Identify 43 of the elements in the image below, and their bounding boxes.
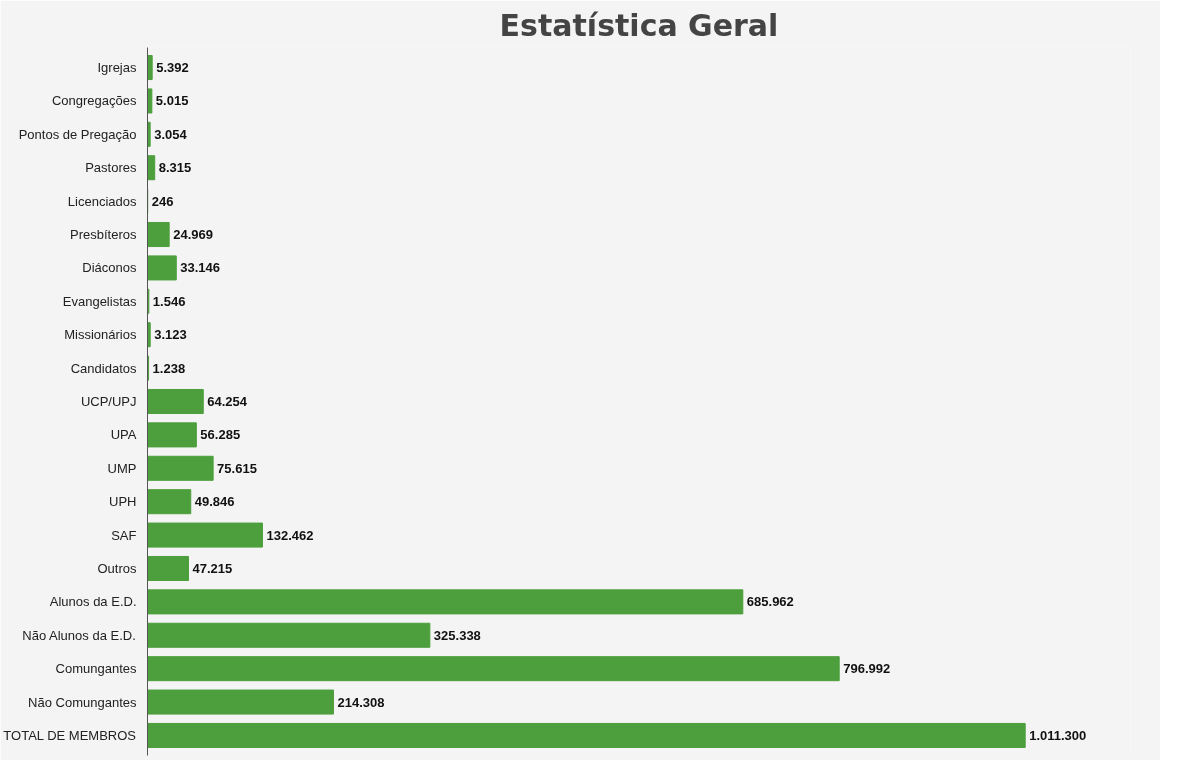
data-label: 1.238 (152, 360, 186, 376)
y-tick-label: Presbíteros (70, 227, 137, 243)
y-tick-label: TOTAL DE MEMBROS (3, 727, 137, 743)
y-tick-label: UMP (107, 460, 137, 476)
data-label: 24.969 (173, 227, 213, 243)
data-label: 3.123 (154, 327, 187, 343)
data-label: 214.308 (337, 694, 385, 710)
data-label: 49.846 (194, 494, 235, 510)
y-tick-label: Licenciados (67, 193, 137, 209)
data-label: 685.962 (746, 594, 794, 610)
y-tick-label: Diáconos (82, 260, 137, 276)
data-label: 64.254 (207, 394, 248, 409)
data-label: 3.054 (154, 126, 188, 142)
y-tick-label: Não Comungantes (28, 694, 137, 710)
data-label: 5.392 (156, 60, 189, 76)
y-tick-label: Alunos da E.D. (49, 594, 137, 610)
y-tick-label: Congregações (51, 93, 137, 109)
y-tick-label: Missionários (64, 327, 137, 343)
y-tick-label: Outros (97, 560, 137, 576)
data-label: 56.285 (200, 427, 241, 443)
data-label: 5.015 (155, 93, 189, 109)
y-tick-label: Pontos de Pregação (18, 126, 137, 142)
y-tick-label: Não Alunos da E.D. (22, 627, 136, 643)
chart-title: Estatística Geral (499, 7, 779, 43)
data-label: 132.462 (266, 527, 314, 543)
data-label: 796.992 (843, 661, 891, 677)
data-label: 33.146 (180, 260, 221, 276)
y-tick-label: UPA (110, 427, 137, 443)
y-tick-label: Pastores (85, 160, 137, 176)
data-label: 47.215 (192, 560, 233, 576)
data-label: 8.315 (158, 160, 192, 176)
y-tick-label: Igrejas (97, 60, 137, 76)
y-tick-label: UPH (109, 494, 137, 510)
y-tick-label: Evangelistas (62, 293, 137, 309)
data-label: 246 (151, 193, 174, 209)
data-label: 75.615 (217, 460, 257, 476)
y-tick-label: UCP/UPJ (80, 394, 137, 409)
data-label: 325.338 (433, 627, 481, 643)
y-tick-label: Comungantes (55, 661, 137, 677)
y-tick-label: Candidatos (70, 360, 137, 376)
data-label: 1.011.300 (1029, 727, 1087, 743)
data-label: 1.546 (152, 293, 186, 309)
y-tick-label: SAF (111, 527, 137, 543)
